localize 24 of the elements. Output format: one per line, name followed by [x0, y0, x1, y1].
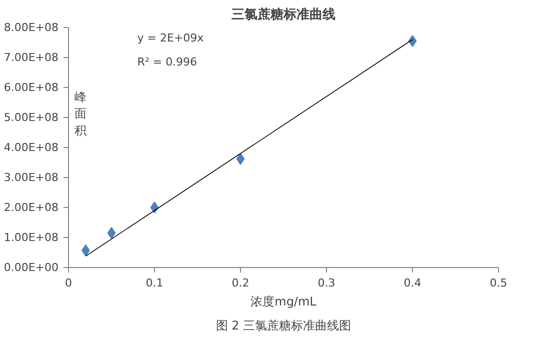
y-axis-title: 峰面积	[74, 90, 86, 138]
y-tick-label: 7.00E+08	[4, 51, 58, 64]
y-tick-label: 3.00E+08	[4, 171, 58, 184]
annotation: R² = 0.996	[137, 55, 198, 68]
x-axis-title: 浓度mg/mL	[250, 294, 317, 308]
x-tick-label: 0.4	[404, 276, 422, 290]
chart-title: 三氯蔗糖标准曲线	[232, 6, 336, 22]
y-tick-label: 4.00E+08	[4, 141, 58, 154]
caption: 图 2 三氯蔗糖标准曲线图	[216, 318, 352, 332]
x-tick-label: 0.1	[146, 276, 164, 290]
x-tick-label: 0.2	[232, 276, 250, 290]
y-tick-label: 0.00E+00	[4, 261, 58, 274]
annotation: y = 2E+09x	[137, 31, 204, 44]
y-tick-label: 5.00E+08	[4, 111, 58, 124]
x-tick-label: 0	[65, 276, 72, 290]
x-tick-label: 0.3	[318, 276, 336, 290]
y-tick-label: 2.00E+08	[4, 201, 58, 214]
point	[236, 152, 245, 165]
y-tick-label: 6.00E+08	[4, 81, 58, 94]
y-tick-label: 8.00E+08	[4, 21, 58, 34]
x-tick-label: 0.5	[490, 276, 508, 290]
point	[107, 227, 116, 239]
point	[408, 35, 417, 47]
y-tick-label: 1.00E+08	[4, 231, 58, 244]
